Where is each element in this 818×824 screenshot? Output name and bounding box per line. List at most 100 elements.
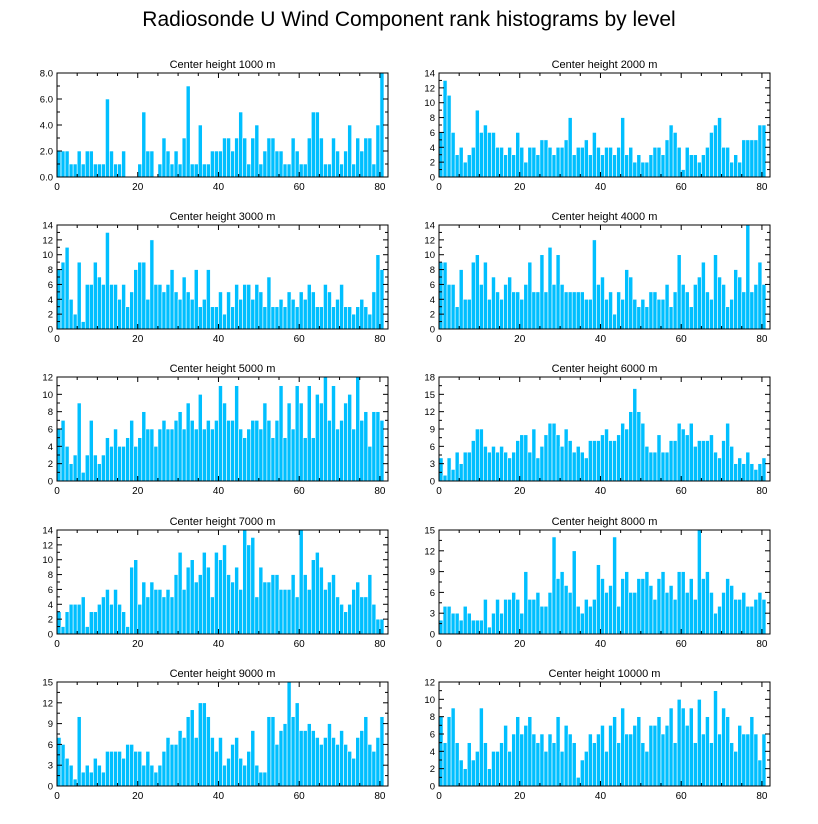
bar [169, 428, 175, 482]
bar [438, 261, 444, 330]
bar [359, 730, 365, 787]
bar [117, 446, 122, 482]
bar [503, 284, 508, 330]
bar [311, 437, 316, 482]
bar [479, 707, 484, 787]
bar [450, 132, 456, 178]
bar [189, 298, 195, 330]
bar [266, 276, 272, 330]
bar [697, 161, 702, 178]
bar [234, 284, 239, 330]
x-tick-label: 40 [213, 182, 225, 193]
bar [547, 592, 553, 635]
bar [169, 163, 175, 178]
bar [327, 581, 332, 635]
bar [571, 550, 577, 635]
bar [499, 742, 504, 787]
bar [644, 571, 650, 635]
bar [117, 603, 122, 635]
bar [343, 402, 348, 482]
bar [543, 291, 549, 330]
bar [636, 578, 642, 635]
bar [214, 551, 219, 635]
bar [652, 451, 658, 482]
bar [238, 428, 243, 482]
bar [652, 146, 658, 178]
bar [254, 124, 260, 178]
bar [101, 163, 106, 178]
y-tick-label: 12 [424, 546, 435, 557]
bar [222, 544, 227, 635]
bar [294, 702, 300, 787]
bar [487, 132, 492, 178]
bar [80, 596, 86, 635]
bar [145, 428, 151, 482]
bar [363, 137, 369, 178]
bar [327, 420, 332, 482]
bar [282, 723, 288, 787]
bar [222, 137, 227, 178]
bar [93, 163, 98, 178]
bar [181, 428, 187, 482]
bar [668, 585, 674, 635]
bar [640, 742, 646, 787]
bar [652, 725, 658, 787]
bar [628, 276, 634, 330]
bar [757, 261, 763, 330]
bar [531, 733, 537, 787]
bar [664, 139, 670, 178]
bar [757, 759, 763, 787]
bar [688, 154, 694, 178]
bar [628, 733, 634, 787]
bar [579, 451, 585, 482]
bar [551, 742, 557, 787]
y-tick-label: 2 [430, 310, 435, 321]
bar [177, 298, 183, 330]
bar [684, 725, 690, 787]
bar [185, 291, 191, 330]
panel-1: Center height 1000 m 0 20 40 60 80 0.0 2.0 4.0 6.… [40, 59, 389, 193]
bar [133, 751, 139, 787]
x-tick-label: 40 [213, 486, 225, 497]
bar [535, 457, 541, 482]
bar [588, 605, 593, 635]
bar [462, 768, 468, 787]
bar [442, 261, 448, 330]
bar [749, 291, 755, 330]
bar [652, 599, 658, 635]
bar [523, 434, 529, 482]
bar [226, 420, 231, 482]
bar [274, 306, 280, 330]
bar [612, 154, 617, 178]
bar [616, 146, 621, 178]
bar [64, 446, 70, 482]
x-tick-label: 20 [132, 486, 144, 497]
bar [64, 246, 70, 330]
bar [656, 146, 662, 178]
bar [559, 446, 565, 482]
bar [458, 146, 464, 178]
bar [206, 269, 211, 330]
bar [713, 690, 718, 787]
bar [495, 146, 500, 178]
bar [189, 709, 195, 787]
bar [278, 298, 284, 330]
bar [375, 124, 381, 178]
y-tick-label: 4 [430, 295, 435, 306]
bar [636, 411, 642, 482]
bar [145, 150, 151, 178]
bar [462, 298, 468, 330]
bar [640, 161, 646, 178]
bar [705, 440, 710, 482]
y-tick-label: 3 [430, 609, 435, 620]
bar [230, 150, 235, 178]
x-tick-label: 60 [294, 486, 306, 497]
bar [238, 589, 243, 635]
bar [462, 451, 468, 482]
bar [290, 298, 296, 330]
bar [80, 163, 86, 178]
bar [72, 163, 78, 178]
bar [355, 306, 361, 330]
bar [575, 291, 581, 330]
bar [371, 603, 377, 635]
